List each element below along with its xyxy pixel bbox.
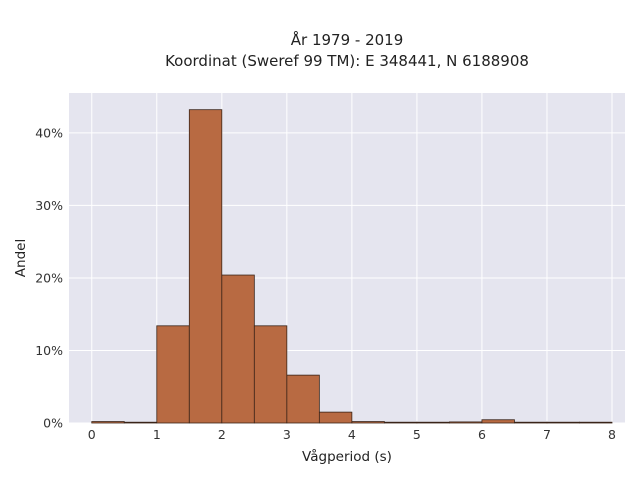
x-tick-label: 5	[413, 427, 421, 442]
chart-title-line-1: År 1979 - 2019	[291, 30, 404, 49]
bars-group	[91, 109, 613, 424]
y-tick-label: 20%	[35, 270, 63, 285]
histogram-bar	[156, 325, 190, 424]
histogram-bar	[318, 411, 353, 424]
histogram-bar	[546, 421, 580, 424]
x-tick-label: 3	[283, 427, 291, 442]
histogram-bar	[91, 421, 125, 424]
x-tick-labels: 0 1 2 3 4 5 6 7 8	[88, 427, 616, 442]
histogram-bar	[221, 274, 255, 424]
y-tick-label: 30%	[35, 198, 63, 213]
histogram-bar	[286, 374, 320, 424]
x-axis-label: Vågperiod (s)	[302, 448, 392, 465]
histogram-bar	[188, 109, 223, 424]
histogram-bar	[383, 421, 418, 424]
y-tick-label: 40%	[35, 125, 63, 140]
x-tick-label: 0	[88, 427, 96, 442]
x-tick-label: 6	[478, 427, 486, 442]
y-tick-label: 0%	[43, 416, 63, 431]
histogram-bar	[449, 421, 483, 424]
x-tick-label: 8	[608, 427, 616, 442]
histogram-bar	[351, 421, 385, 424]
histogram-bar	[253, 325, 288, 424]
y-tick-labels: 0% 10% 20% 30% 40%	[35, 125, 63, 430]
histogram-bar	[481, 419, 515, 424]
y-tick-label: 10%	[35, 343, 63, 358]
histogram-bar	[579, 421, 613, 424]
histogram-bar	[123, 421, 158, 424]
x-tick-label: 2	[218, 427, 226, 442]
plot-area	[69, 93, 625, 423]
y-axis-label: Andel	[13, 239, 29, 277]
x-tick-label: 7	[543, 427, 551, 442]
histogram-bar	[416, 421, 450, 424]
x-tick-label: 4	[348, 427, 356, 442]
x-tick-label: 1	[153, 427, 161, 442]
chart-title-line-2: Koordinat (Sweref 99 TM): E 348441, N 61…	[165, 52, 529, 70]
histogram-bar	[514, 421, 548, 424]
